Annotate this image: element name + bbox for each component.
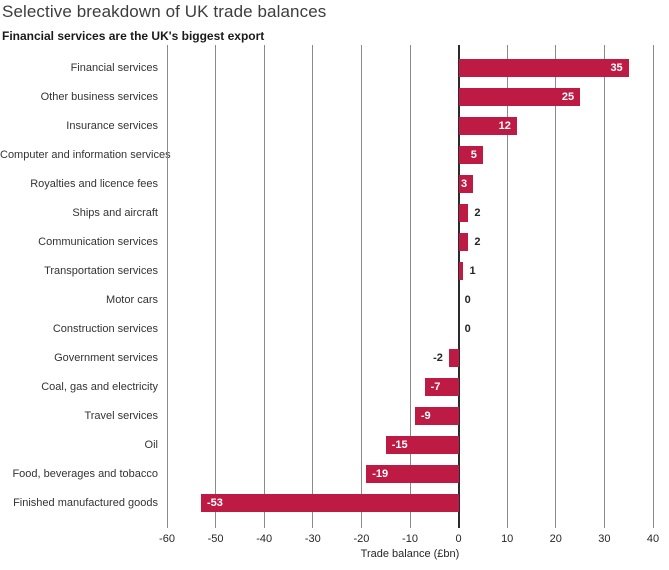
category-label: Royalties and licence fees — [30, 178, 158, 190]
gridline — [555, 45, 557, 528]
bar — [458, 117, 517, 135]
gridline — [652, 45, 654, 528]
category-label: Travel services — [84, 410, 158, 422]
bar-value-label: 25 — [561, 91, 575, 103]
gridline — [506, 45, 508, 528]
bar — [424, 378, 459, 396]
bar-value-label: -7 — [430, 381, 441, 393]
bar-value-label: 1 — [469, 265, 476, 277]
category-label: Construction services — [52, 323, 158, 335]
category-label: Government services — [54, 352, 158, 364]
bar — [458, 146, 483, 164]
category-label: Transportation services — [44, 265, 158, 277]
x-tick-label: -60 — [159, 533, 175, 545]
category-label: Oil — [144, 439, 158, 451]
bar-value-label: -19 — [372, 468, 389, 480]
category-label: Food, beverages and tobacco — [12, 468, 158, 480]
category-label: Finished manufactured goods — [13, 497, 158, 509]
gridline — [312, 45, 314, 528]
bar-value-label: -15 — [391, 439, 408, 451]
x-tick-label: -40 — [256, 533, 273, 545]
gridline — [409, 45, 411, 528]
bar — [458, 88, 581, 106]
x-tick-label: -50 — [207, 533, 224, 545]
category-label: Ships and aircraft — [72, 207, 158, 219]
x-axis-title: Trade balance (£bn) — [360, 548, 460, 560]
bar — [458, 233, 469, 251]
category-label: Computer and information services — [0, 149, 171, 161]
category-axis: Financial services Other business service… — [0, 45, 171, 528]
bar-value-label: -53 — [207, 497, 223, 509]
x-tick-label: -30 — [304, 533, 321, 545]
gridline — [263, 45, 265, 528]
x-tick-label: 10 — [501, 533, 514, 545]
x-tick-label: -10 — [402, 533, 418, 545]
x-tick-label: 40 — [646, 533, 660, 545]
bar — [414, 407, 459, 425]
bar-value-label: 2 — [474, 236, 481, 248]
bar-value-label: 2 — [474, 207, 481, 219]
chart-title: Selective breakdown of UK trade balances — [2, 2, 327, 21]
bar — [458, 262, 464, 280]
gridline — [215, 45, 217, 528]
bar-value-label: 5 — [470, 149, 477, 161]
zero-gridline — [457, 45, 460, 528]
bar-value-label: -9 — [420, 410, 431, 422]
bar — [366, 465, 459, 483]
category-label: Insurance services — [66, 120, 158, 132]
bar — [448, 349, 459, 367]
bar-value-label: 0 — [464, 294, 471, 306]
category-label: Other business services — [40, 91, 158, 103]
bar-value-label: 12 — [498, 120, 511, 132]
bar — [201, 494, 459, 512]
bar — [458, 175, 474, 193]
category-label: Motor cars — [106, 294, 158, 306]
bar-value-label: -2 — [433, 352, 443, 364]
category-label: Communication services — [38, 236, 158, 248]
bar — [385, 436, 459, 454]
bar-value-label: 3 — [461, 178, 468, 190]
gridline — [603, 45, 605, 528]
x-tick-label: 30 — [598, 533, 611, 545]
bar — [458, 59, 629, 77]
bar — [458, 204, 469, 222]
plot-area: -60 -50 -40 -30 -20 -10 0 10 20 30 40 35 25 12 5 3 2 2 1 0 0… — [159, 45, 659, 545]
category-label: Financial services — [70, 62, 158, 74]
chart-subtitle: Financial services are the UK's biggest … — [2, 29, 265, 43]
gridline — [166, 45, 168, 528]
bar-value-label: 0 — [464, 323, 471, 335]
x-tick-label: 20 — [549, 533, 562, 545]
gridline — [360, 45, 362, 528]
x-tick-label: 0 — [455, 533, 462, 545]
category-label: Coal, gas and electricity — [41, 381, 158, 393]
bar-value-label: 35 — [610, 62, 623, 74]
x-tick-label: -20 — [353, 533, 370, 545]
